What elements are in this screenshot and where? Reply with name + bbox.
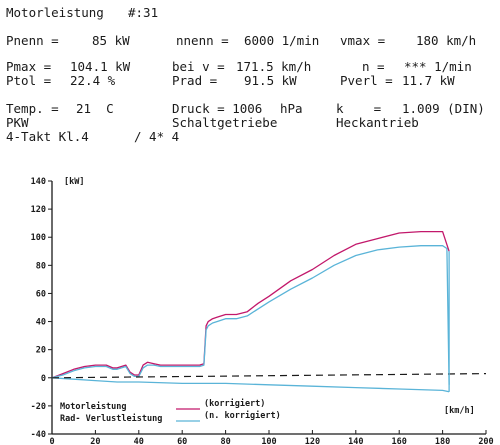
curve-motor-uncorrected [52, 246, 449, 385]
legend-motor: Motorleistung [60, 401, 127, 412]
x-tick-label: 200 [478, 437, 493, 445]
curve-loss [52, 378, 449, 392]
x-tick-label: 80 [220, 437, 230, 445]
x-tick-label: 40 [134, 437, 144, 445]
legend-rad: Rad- Verlustleistung [60, 413, 162, 424]
curve-motor-corrected [52, 232, 449, 378]
y-axis-label: [kW] [64, 177, 84, 187]
curve-reference [52, 374, 486, 378]
x-tick-label: 160 [392, 437, 407, 445]
y-tick-label: 100 [31, 233, 46, 243]
legend-corrected: (korrigiert) [204, 398, 265, 409]
chart-curves [52, 232, 486, 392]
y-tick-label: 0 [41, 374, 46, 384]
x-tick-label: 60 [177, 437, 187, 445]
x-tick-label: 20 [90, 437, 100, 445]
x-tick-label: 180 [435, 437, 450, 445]
legend-uncorrected: (n. korrigiert) [204, 410, 281, 421]
y-tick-label: 40 [36, 318, 46, 328]
y-tick-label: 80 [36, 261, 46, 271]
x-axis-label: [km/h] [444, 406, 475, 416]
y-tick-label: 60 [36, 289, 46, 299]
y-tick-label: 20 [36, 346, 46, 356]
y-tick-label: -20 [31, 402, 46, 412]
x-tick-label: 120 [305, 437, 320, 445]
x-tick-label: 140 [348, 437, 363, 445]
y-tick-label: -40 [31, 430, 46, 440]
y-tick-label: 140 [31, 177, 46, 187]
y-tick-label: 120 [31, 205, 46, 215]
x-tick-label: 0 [49, 437, 54, 445]
x-tick-label: 100 [261, 437, 276, 445]
